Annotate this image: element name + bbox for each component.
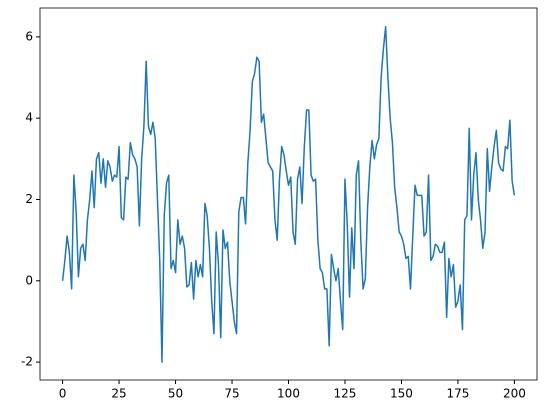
y-tick-label: 0 (25, 273, 33, 287)
x-tick-label: 200 (503, 387, 526, 401)
x-tick-label: 25 (111, 387, 126, 401)
x-tick-label: 0 (59, 387, 67, 401)
x-tick-label: 50 (168, 387, 183, 401)
x-tick-label: 125 (334, 387, 357, 401)
x-tick-label: 75 (224, 387, 239, 401)
x-tick-label: 100 (277, 387, 300, 401)
y-tick-label: 2 (25, 192, 33, 206)
y-tick-label: -2 (21, 355, 33, 369)
x-tick-label: 175 (446, 387, 469, 401)
x-tick-label: 150 (390, 387, 413, 401)
axes-frame (39, 7, 538, 381)
line-series (61, 25, 516, 363)
y-tick-label: 6 (25, 29, 33, 43)
y-tick-label: 4 (25, 111, 33, 125)
